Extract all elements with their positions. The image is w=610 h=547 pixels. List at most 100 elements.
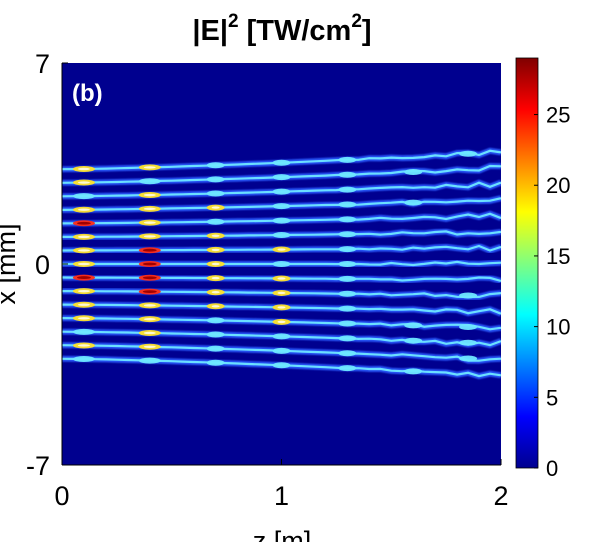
filament-hotspot-core (211, 276, 220, 280)
filament-hotspot-core (77, 208, 90, 211)
filament-hotspot (72, 328, 95, 335)
colorbar-tick-label: 10 (546, 315, 570, 340)
filament-hotspot (206, 218, 225, 225)
filament-hotspot-core (77, 181, 90, 184)
filament-hotspot (272, 347, 291, 354)
filament-hotspot (206, 359, 225, 366)
filament-hotspot-core (211, 206, 220, 209)
colorbar-tick-label: 25 (546, 103, 570, 128)
x-axis-label: z [m] (253, 526, 312, 542)
filament-hotspot-core (77, 289, 90, 293)
filament-hotspot (459, 150, 478, 157)
filament-hotspot (338, 201, 357, 208)
filament-hotspot (338, 261, 357, 267)
filament-hotspot (272, 188, 291, 195)
filament-hotspot (338, 246, 357, 253)
filament-hotspot-core (77, 235, 90, 239)
filament-hotspot (338, 156, 357, 163)
filament-hotspot-core (76, 276, 91, 279)
filament-hotspot (338, 186, 357, 193)
filament-hotspot (338, 365, 357, 372)
filament-hotspot-core (277, 306, 286, 309)
filament-hotspot (206, 162, 225, 169)
colorbar-tick-label: 15 (546, 244, 570, 269)
filament-hotspot (338, 171, 357, 178)
filament-hotspot (338, 275, 357, 282)
filament-hotspot (138, 178, 161, 185)
x-ticks: 0 1 2 (54, 459, 509, 511)
x-tick-label: 2 (493, 481, 508, 511)
filament-hotspot-core (277, 248, 286, 251)
filament-hotspot-core (211, 291, 220, 294)
filament-hotspot-core (77, 167, 90, 171)
filament-hotspot (206, 176, 225, 183)
filament-group (62, 147, 501, 380)
filament-hotspot-core (77, 344, 90, 347)
y-tick-label: 7 (35, 49, 50, 79)
filament-hotspot (404, 322, 423, 329)
filament-hotspot (206, 190, 225, 197)
filament-hotspot (338, 335, 357, 342)
filament-hotspot-core (142, 248, 157, 252)
filament-hotspot-core (211, 262, 220, 266)
filament-hotspot-core (142, 290, 157, 293)
chart-title: |E|2 [TW/cm2] (192, 11, 371, 47)
filament-hotspot-core (77, 249, 90, 252)
filament-hotspot (206, 345, 225, 352)
filament-hotspot (459, 323, 478, 330)
colorbar-tick-label: 0 (546, 456, 558, 481)
filament-hotspot-core (142, 276, 157, 280)
colorbar-tick-label: 20 (546, 173, 570, 198)
filament-hotspot-core (211, 305, 220, 308)
filament-hotspot (338, 320, 357, 327)
x-tick-label: 1 (274, 481, 289, 511)
colorbar (515, 57, 539, 469)
filament-hotspot-core (143, 331, 156, 335)
filament-hotspot-core (143, 166, 156, 169)
filament-hotspot-core (142, 262, 157, 266)
filament-hotspot (404, 337, 423, 344)
filament-hotspot-core (143, 221, 156, 224)
filament-hotspot (272, 174, 291, 181)
filament-hotspot (272, 362, 291, 369)
filament-hotspot-core (143, 193, 156, 197)
filament-hotspot (459, 339, 478, 346)
filament-hotspot-core (277, 277, 286, 280)
filament-hotspot-core (211, 248, 220, 252)
filament-hotspot (404, 168, 423, 175)
filament-hotspot (138, 357, 161, 364)
filament-hotspot-core (277, 291, 286, 295)
filament-hotspot (272, 217, 291, 224)
y-tick-label: 0 (35, 250, 50, 280)
filament-hotspot (404, 368, 423, 375)
filament-hotspot (338, 305, 357, 312)
x-tick-label: 0 (54, 481, 69, 511)
filament-hotspot (72, 193, 95, 200)
filament-hotspot (206, 331, 225, 338)
filament-hotspot-core (277, 320, 286, 324)
filament-hotspot (72, 356, 95, 363)
y-axis-label: x [mm] (0, 224, 21, 305)
filament-hotspot (272, 261, 291, 267)
y-ticks: -7 0 7 (26, 49, 68, 481)
filament-hotspot-core (143, 207, 156, 211)
filament-hotspot (459, 355, 478, 362)
filament-hotspot-core (77, 317, 90, 320)
panel-label: (b) (72, 80, 103, 107)
filament-hotspot-core (143, 317, 156, 321)
y-tick-label: -7 (26, 451, 50, 481)
filament-hotspot-core (143, 345, 156, 348)
filament-hotspot (272, 203, 291, 210)
colorbar-ticks: 0 5 10 15 20 25 (534, 103, 570, 481)
filament-hotspot (272, 333, 291, 340)
filament-hotspot (338, 216, 357, 223)
filament-hotspot (206, 317, 225, 324)
filament-hotspot-core (77, 262, 90, 266)
filament-hotspot (338, 231, 357, 238)
filament-hotspot-core (211, 234, 220, 237)
filament-hotspot-core (143, 304, 156, 307)
filament-hotspot (272, 232, 291, 239)
filament-hotspot (338, 350, 357, 357)
filament-hotspot-core (76, 221, 91, 225)
